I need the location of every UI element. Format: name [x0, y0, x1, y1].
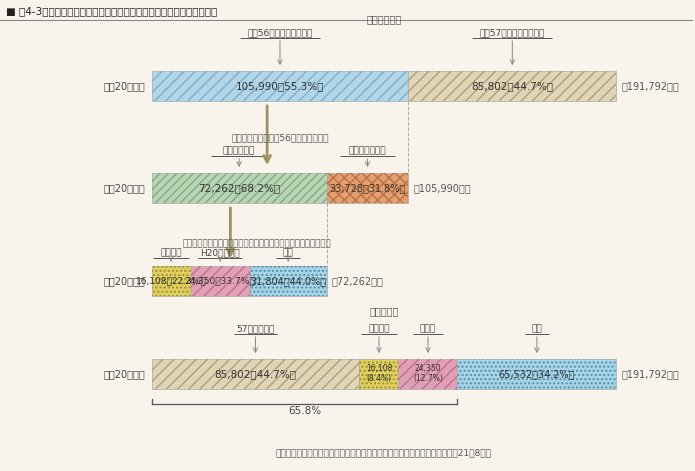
Text: 〈耗震診断実施率（56年以前建築）〉: 〈耗震診断実施率（56年以前建築）〉 [231, 133, 329, 143]
Text: 〈耗震率〉: 〈耗震率〉 [369, 306, 399, 316]
Bar [152, 71, 409, 101]
Text: 耗震性有: 耗震性有 [161, 249, 182, 258]
Text: 平成20年度末: 平成20年度末 [104, 276, 145, 286]
Text: 耗震性有: 耗震性有 [368, 325, 390, 333]
Bar [152, 359, 359, 389]
Bar [327, 173, 409, 203]
Bar [152, 266, 190, 296]
Text: 16,108（22.3%）: 16,108（22.3%） [136, 276, 206, 285]
Bar [457, 359, 616, 389]
Text: 未定: 未定 [283, 249, 293, 258]
Bar [152, 266, 190, 296]
Text: 昭和57年以降建築の棟数: 昭和57年以降建築の棟数 [480, 29, 545, 38]
Text: 57年以降建築: 57年以降建築 [236, 325, 275, 333]
Bar [398, 359, 457, 389]
Text: （105,990棟）: （105,990棟） [414, 183, 471, 193]
Text: 改修済: 改修済 [420, 325, 436, 333]
Bar [359, 359, 398, 389]
Text: 65.8%: 65.8% [288, 406, 321, 416]
Text: 平成20年度末: 平成20年度末 [104, 183, 145, 193]
Bar [359, 359, 398, 389]
Text: (12.7%): (12.7%) [413, 374, 443, 382]
Text: （191,792棟）: （191,792棟） [621, 81, 679, 91]
Text: ＀72,262棟）: ＀72,262棟） [332, 276, 384, 286]
Text: H20未改修済: H20未改修済 [200, 249, 240, 258]
Bar [457, 359, 616, 389]
Text: 31,804（44.0%）: 31,804（44.0%） [250, 276, 326, 286]
Text: 85,802（44.7%）: 85,802（44.7%） [215, 369, 297, 379]
Bar [152, 173, 327, 203]
Text: 72,262（68.2%）: 72,262（68.2%） [198, 183, 280, 193]
Text: 昭和56年以前建築の棟数: 昭和56年以前建築の棟数 [247, 29, 313, 38]
Text: 24,350: 24,350 [415, 365, 441, 374]
Bar [152, 173, 327, 203]
Bar [327, 173, 409, 203]
Text: 耗震診断実施: 耗震診断実施 [223, 146, 255, 155]
Bar [250, 266, 327, 296]
Text: （出各）「防災拠点となる公共施設等の耗震化推進状況調査報告書」（平成21年8月）: （出各）「防災拠点となる公共施設等の耗震化推進状況調査報告書」（平成21年8月） [276, 448, 492, 457]
Text: 平成20年度末: 平成20年度末 [104, 81, 145, 91]
Text: 16,108: 16,108 [366, 365, 392, 374]
Text: ■ 第4-3図　地方公共団体の防災拠点となる公共施設等の耗震化の状況: ■ 第4-3図 地方公共団体の防災拠点となる公共施設等の耗震化の状況 [6, 6, 218, 16]
Text: 〈耗震診断実施結果と耗震改修の現状と今後（耗震診断実施）〉: 〈耗震診断実施結果と耗震改修の現状と今後（耗震診断実施）〉 [182, 239, 331, 249]
Bar [398, 359, 457, 389]
Bar [409, 71, 616, 101]
Text: 24,350（33.7%）: 24,350（33.7%） [185, 276, 256, 285]
Bar [152, 71, 409, 101]
Text: 耗震診断未実施: 耗震診断未実施 [349, 146, 386, 155]
Bar [190, 266, 250, 296]
Bar [152, 359, 359, 389]
Bar [409, 71, 616, 101]
Text: 105,990（55.3%）: 105,990（55.3%） [236, 81, 325, 91]
Text: 33,728（31.8%）: 33,728（31.8%） [329, 183, 406, 193]
Text: 65,532（34.2%）: 65,532（34.2%） [498, 369, 575, 379]
Text: 平成20年度末: 平成20年度末 [104, 369, 145, 379]
Text: （191,792棟）: （191,792棟） [621, 369, 679, 379]
Text: (8.4%): (8.4%) [366, 374, 391, 382]
Text: 未定: 未定 [532, 325, 542, 333]
Text: 85,802（44.7%）: 85,802（44.7%） [471, 81, 553, 91]
Text: 〈建築年次〉: 〈建築年次〉 [366, 14, 402, 24]
Bar [190, 266, 250, 296]
Bar [250, 266, 327, 296]
